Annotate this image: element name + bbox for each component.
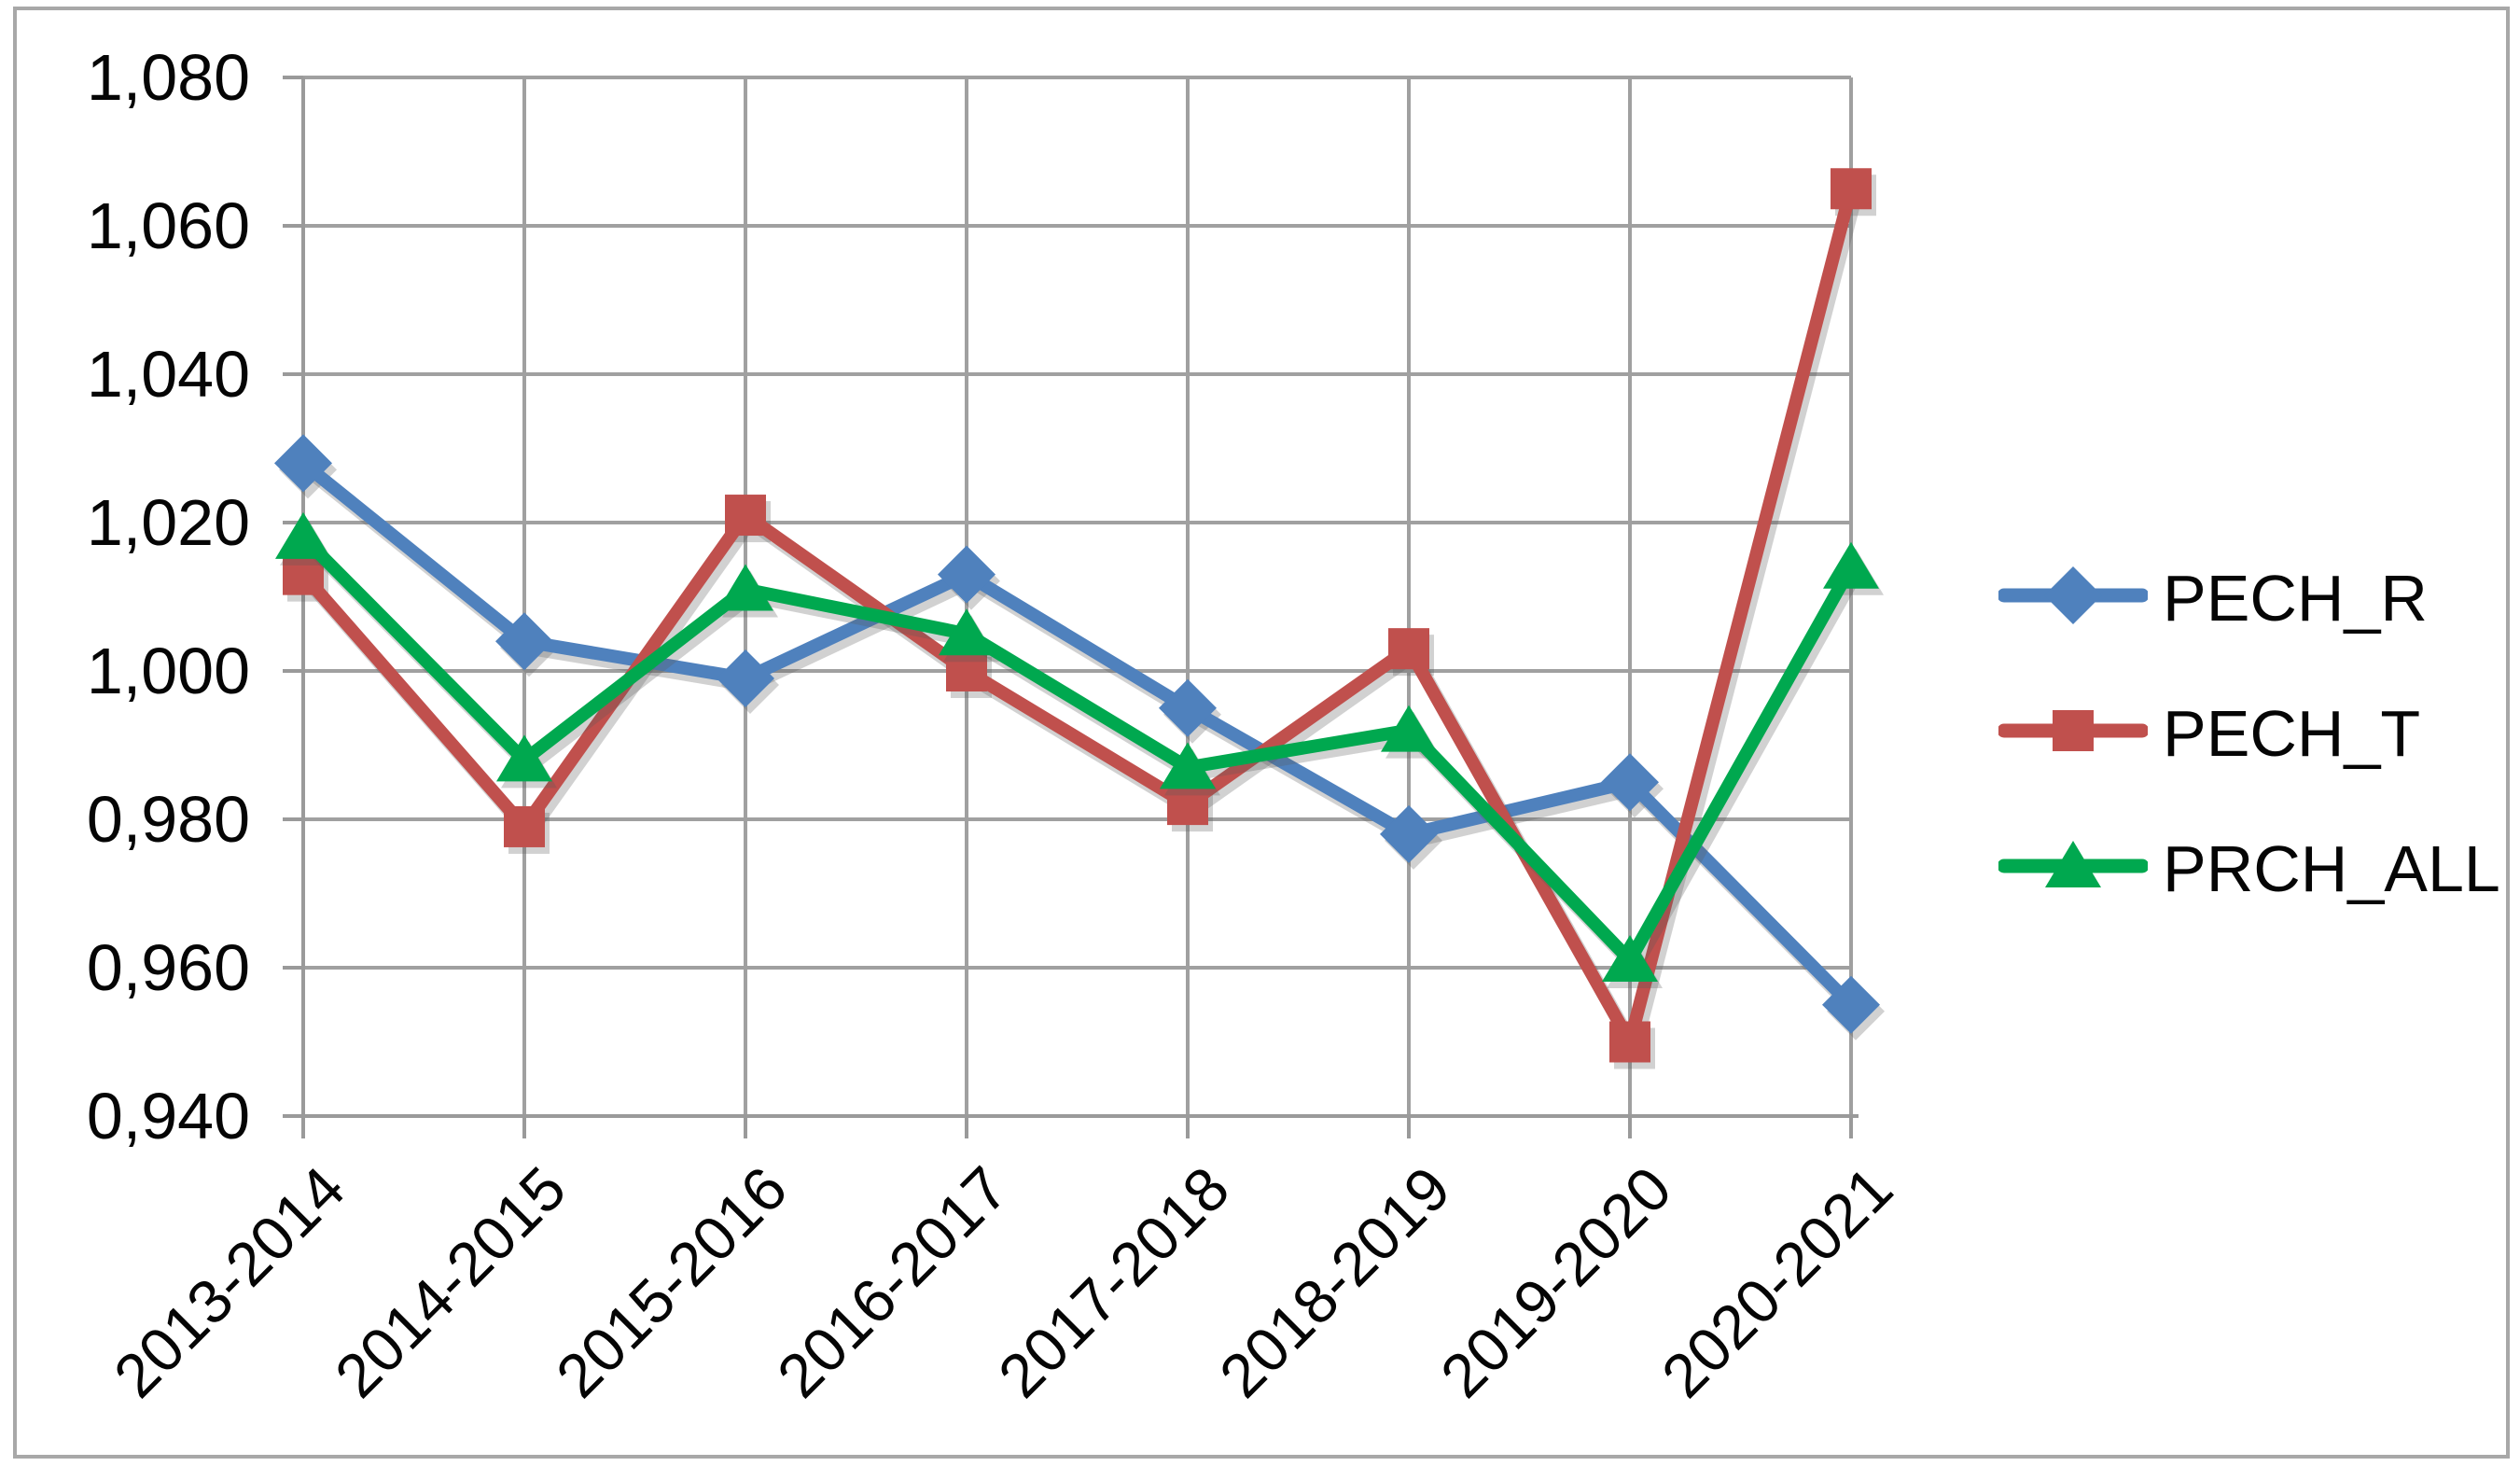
legend-label: PECH_R [2163,561,2428,635]
square-marker [725,495,766,537]
triangle-legend-icon [1997,827,2150,910]
legend-item-pech_r: PECH_R [1997,556,2500,639]
legend: PECH_R PECH_T PRCH_ALL [1997,556,2500,910]
y-tick-label: 1,080 [86,41,250,114]
y-tick-label: 0,960 [86,931,250,1004]
diamond-legend-icon [1997,556,2150,639]
square-marker [1831,168,1872,210]
y-tick-label: 1,060 [86,189,250,262]
diamond-marker [495,612,553,671]
diamond-marker [1380,804,1438,863]
legend-label: PECH_T [2163,696,2421,770]
square-marker [1388,628,1429,670]
triangle-marker [939,608,995,656]
diamond-marker [717,649,774,707]
square-marker [1167,784,1208,826]
chart-outer-border [13,7,2510,1459]
square-legend-icon [1997,691,2150,775]
square-marker [946,650,987,691]
series-prch_all [275,511,1879,983]
triangle-marker [496,734,552,782]
legend-item-pech_t: PECH_T [1997,691,2500,775]
diamond-marker [1159,678,1217,737]
triangle-marker [717,564,773,611]
series-line [297,530,1858,968]
series-line [297,182,1858,1049]
series-pech_r [274,434,1880,1034]
square-marker [1609,1021,1650,1063]
triangle-marker [1823,541,1879,589]
series-pech_t [283,168,1872,1063]
diamond-marker [1601,753,1659,812]
y-tick-label: 0,940 [86,1080,250,1152]
series-line [297,456,1858,1012]
triangle-marker [1381,705,1437,752]
triangle-marker [1160,742,1216,789]
y-tick-label: 1,040 [86,338,250,411]
diamond-marker [938,545,995,604]
diamond-marker [274,434,332,493]
triangle-marker [1602,935,1658,983]
triangle-marker [275,511,331,559]
legend-label: PRCH_ALL [2163,831,2500,905]
y-tick-label: 1,000 [86,635,250,707]
square-marker [283,553,324,595]
y-tick-label: 0,980 [86,783,250,856]
square-marker [504,805,545,847]
diamond-marker [1822,975,1880,1034]
legend-item-prch_all: PRCH_ALL [1997,827,2500,910]
y-tick-label: 1,020 [86,486,250,559]
